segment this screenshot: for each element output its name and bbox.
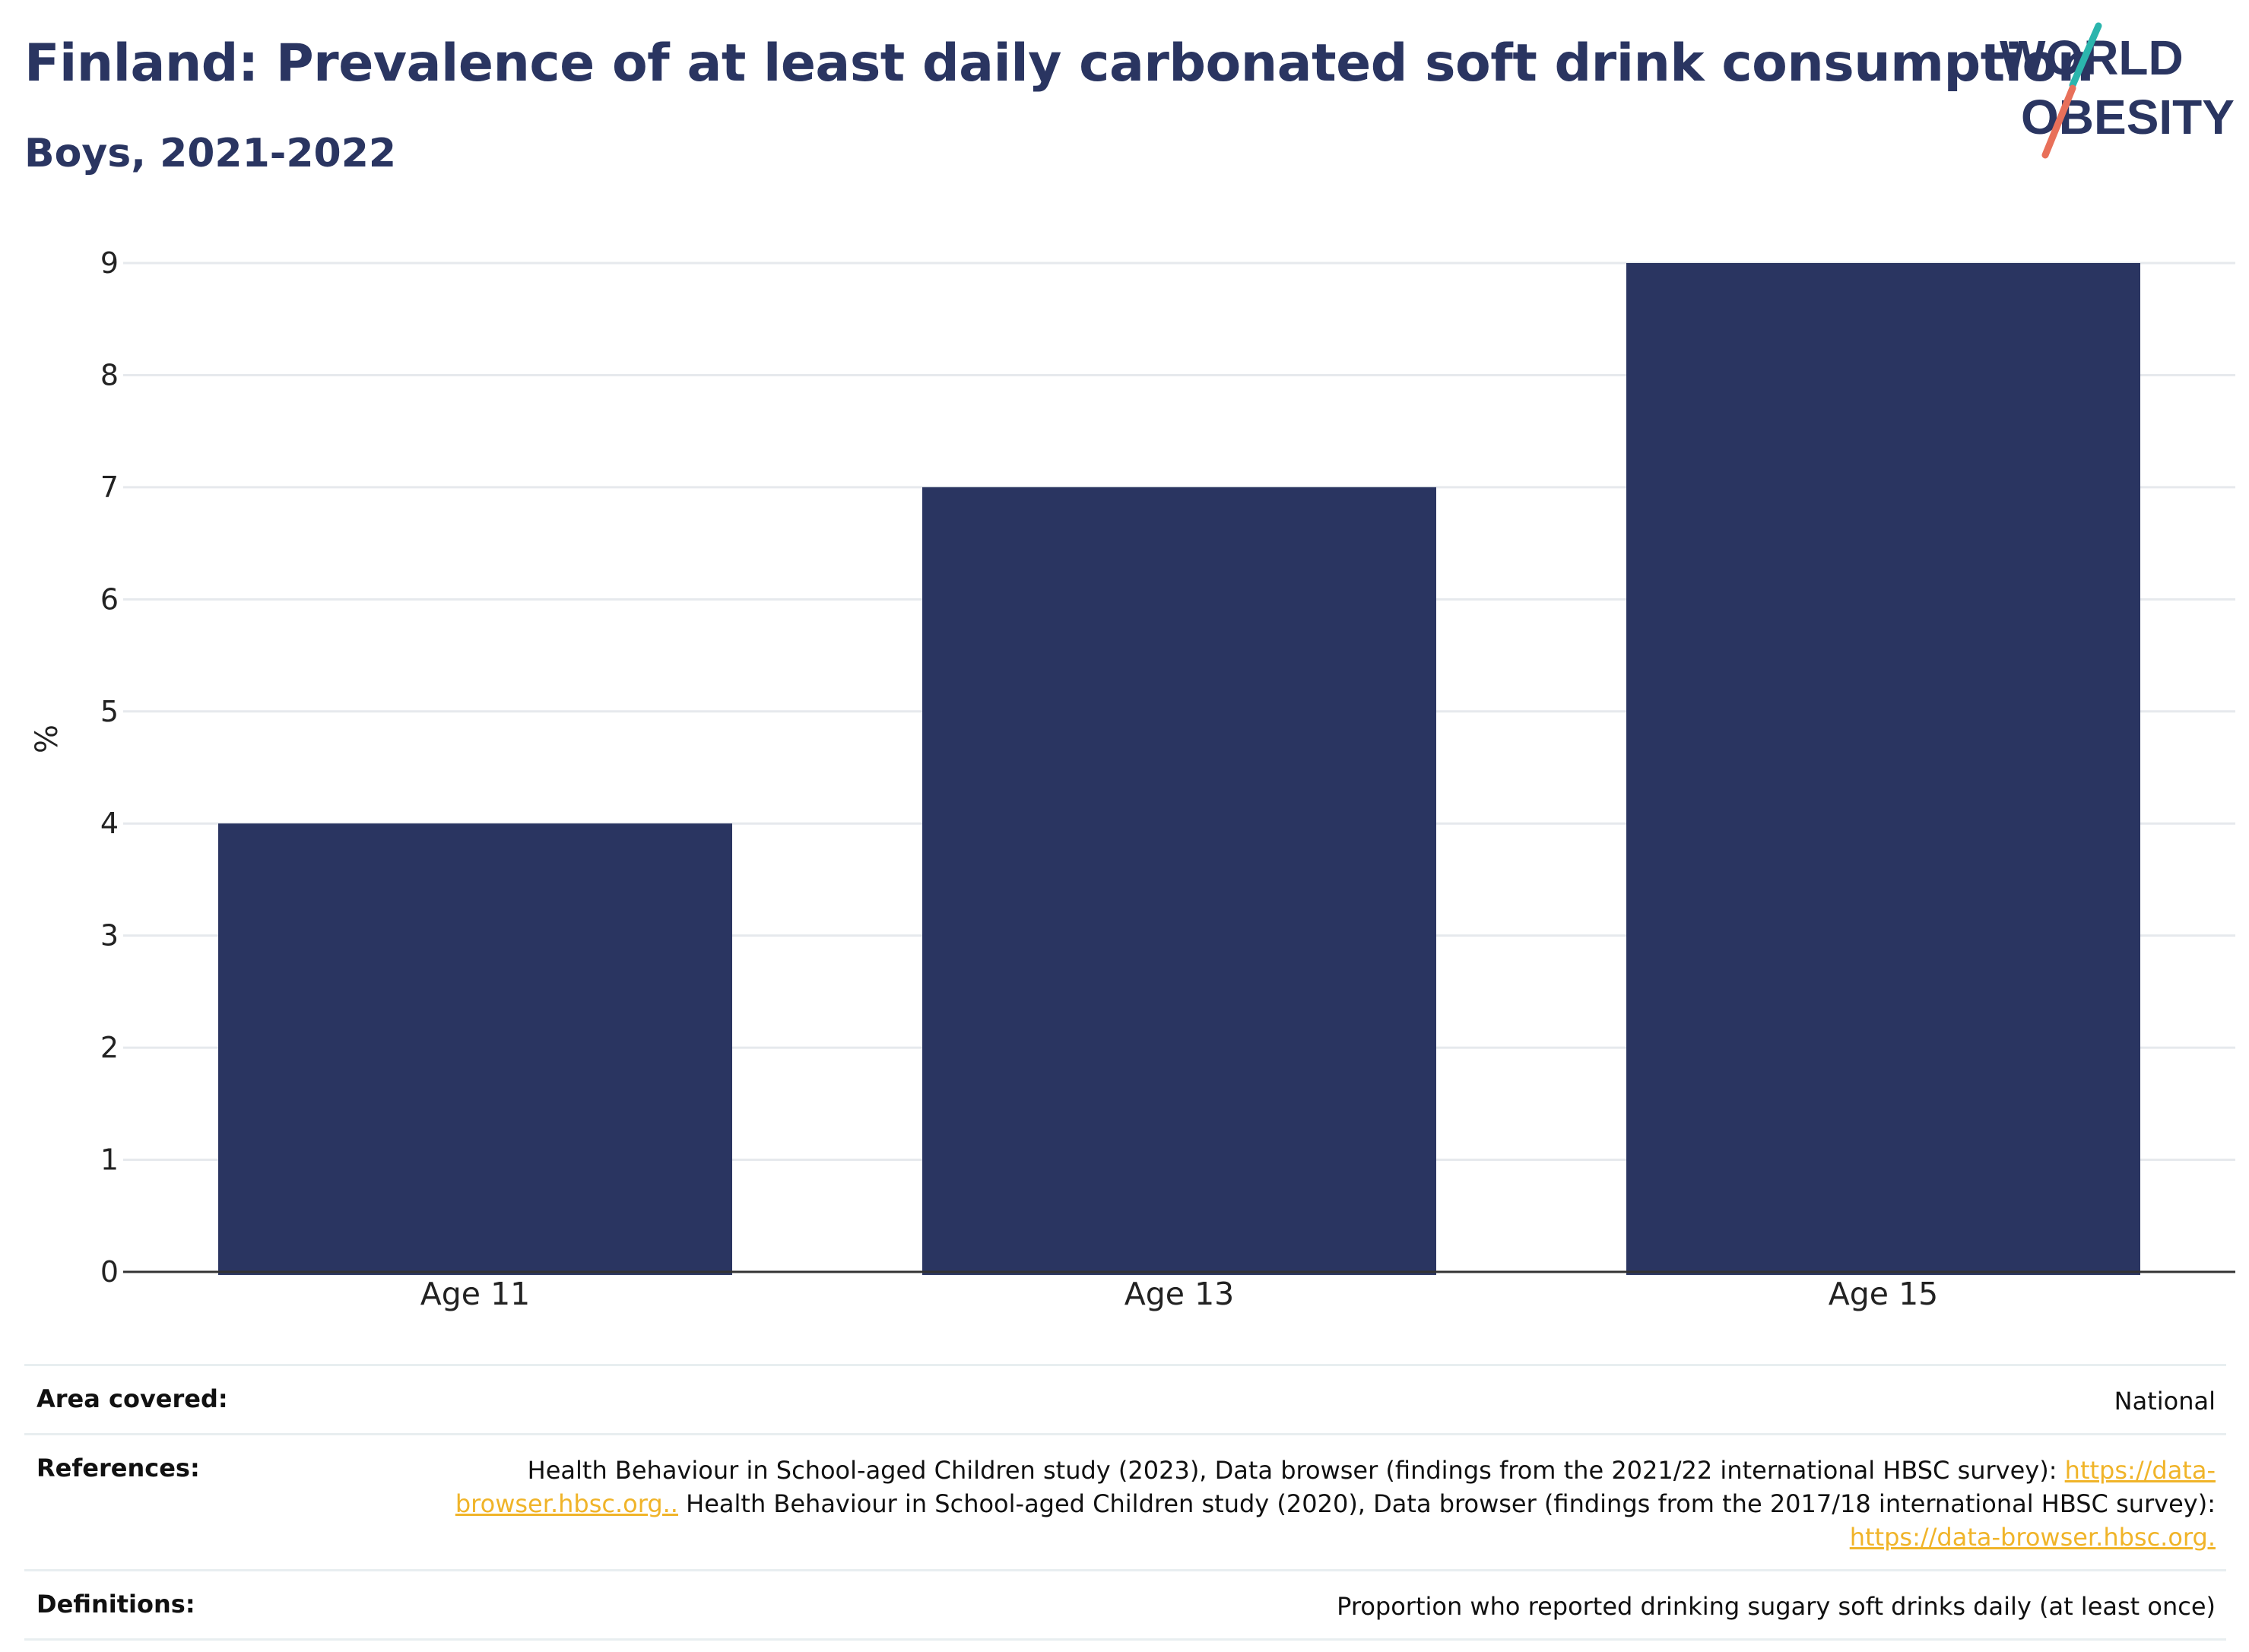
y-tick-label: 2 — [100, 1031, 119, 1064]
y-tick-label: 0 — [100, 1255, 119, 1289]
info-table: Area covered: National References: Healt… — [24, 1364, 2226, 1641]
info-row-area: Area covered: National — [24, 1364, 2226, 1433]
y-tick-label: 5 — [100, 695, 119, 728]
x-category-label: Age 15 — [1829, 1276, 1939, 1312]
bar-chart: 0 1 2 3 4 5 6 7 8 9 Age 11 Age 13 Age 15 % — [30, 246, 2235, 1312]
y-tick-label: 3 — [100, 919, 119, 953]
area-label: Area covered: — [36, 1384, 228, 1413]
definitions-value: Proportion who reported drinking sugary … — [1337, 1592, 2216, 1621]
world-obesity-logo: WORLD OBESITY — [2000, 22, 2235, 159]
bars — [218, 263, 2140, 1275]
y-tick-label: 6 — [100, 582, 119, 616]
references-value: Health Behaviour in School-aged Children… — [391, 1454, 2216, 1554]
logo-teal-slash — [2069, 22, 2102, 89]
references-label: References: — [36, 1454, 200, 1482]
chart-subtitle: Boys, 2021-2022 — [24, 131, 397, 176]
y-axis-ticks: 0 1 2 3 4 5 6 7 8 9 — [100, 246, 119, 1289]
info-row-definitions: Definitions: Proportion who reported dri… — [24, 1569, 2226, 1641]
y-tick-label: 9 — [100, 246, 119, 280]
reference-link-1[interactable]: https://data-browser.hbsc.org.. — [455, 1456, 2216, 1518]
y-tick-label: 4 — [100, 807, 119, 840]
reference-text-2: Health Behaviour in School-aged Children… — [677, 1489, 2216, 1518]
bar — [922, 487, 1436, 1275]
area-value: National — [2114, 1387, 2216, 1416]
logo-coral-slash — [2041, 84, 2076, 159]
bar — [1626, 263, 2140, 1275]
x-axis-labels: Age 11 Age 13 Age 15 — [420, 1276, 1939, 1312]
chart-title: Finland: Prevalence of at least daily ca… — [24, 33, 2094, 94]
definitions-label: Definitions: — [36, 1590, 195, 1619]
bar — [218, 823, 732, 1275]
y-tick-label: 7 — [100, 471, 119, 504]
x-category-label: Age 11 — [420, 1276, 531, 1312]
reference-text-1: Health Behaviour in School-aged Children… — [527, 1456, 2065, 1485]
y-tick-label: 1 — [100, 1143, 119, 1177]
y-axis-title: % — [30, 725, 65, 753]
y-tick-label: 8 — [100, 358, 119, 392]
reference-link-2[interactable]: https://data-browser.hbsc.org. — [1849, 1523, 2216, 1552]
info-row-references: References: Health Behaviour in School-a… — [24, 1433, 2226, 1569]
x-category-label: Age 13 — [1124, 1276, 1235, 1312]
